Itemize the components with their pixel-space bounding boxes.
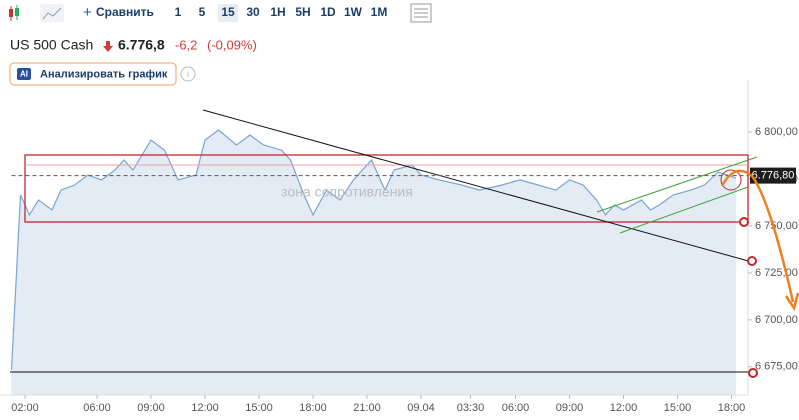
area-icon[interactable] [40, 4, 64, 22]
x-tick-label: 06:00 [502, 402, 530, 414]
candles-icon[interactable] [9, 5, 19, 21]
zone-label: зона сопротивления [281, 184, 413, 200]
x-tick-label: 02:00 [11, 402, 39, 414]
x-tick-label: 09.04 [407, 402, 435, 414]
y-tick-label: 6 675,00 [755, 361, 798, 373]
y-tick-label: 6 800,00 [755, 126, 798, 138]
change-pct: (-0,09%) [207, 37, 257, 52]
ai-button[interactable] [9, 62, 177, 86]
x-tick-label: 09:00 [556, 402, 584, 414]
highlight-circle [720, 169, 742, 191]
ai-label: Анализировать график [40, 68, 168, 80]
toolbar: + Сравнить 1 5 15 30 1H 5H 1D 1W 1M [9, 3, 432, 23]
x-tick-label: 09:00 [137, 402, 165, 414]
ai-badge: AI [20, 70, 28, 79]
channel-bottom [619, 186, 749, 234]
area-icon-line [42, 7, 62, 20]
interval-button[interactable]: 15 [221, 5, 235, 19]
anchor-point [739, 217, 749, 227]
area-fill [11, 130, 736, 395]
interval-button[interactable]: 5H [295, 5, 310, 19]
channel-top [596, 156, 758, 213]
plus-icon: + [83, 4, 92, 21]
y-tick-label: 6 700,00 [755, 314, 798, 326]
interval-button[interactable]: 30 [246, 5, 260, 19]
y-tick-label: 6 750,00 [755, 220, 798, 232]
x-tick-label: 03:30 [457, 402, 485, 414]
interval-button[interactable]: 1W [344, 5, 363, 19]
last-price-box [750, 167, 796, 184]
last-price-label: 6.776,80 [752, 170, 795, 182]
y-tick-label: 6 725,00 [755, 267, 798, 279]
info-icon[interactable] [180, 66, 196, 82]
interval-button[interactable]: 1 [175, 5, 182, 19]
anchor-point [748, 368, 758, 378]
x-tick-label: 12:00 [610, 402, 638, 414]
resistance-zone [24, 154, 749, 223]
x-tick-label: 18:00 [299, 402, 327, 414]
x-tick-label: 15:00 [664, 402, 692, 414]
interval-button[interactable]: 1M [371, 5, 388, 19]
interval-button[interactable]: 1D [320, 5, 336, 19]
ai-badge-bg [17, 68, 31, 80]
x-tick-label: 12:00 [191, 402, 219, 414]
chart: Investing.com6 800,006 775,006 750,006 7… [0, 80, 799, 414]
down-arrow [103, 41, 113, 52]
info-icon-glyph: i [187, 69, 189, 79]
interval-active-bg [218, 4, 238, 22]
symbol: US 500 Cash [10, 37, 93, 53]
x-tick-label: 18:00 [718, 402, 746, 414]
x-tick-label: 06:00 [83, 402, 111, 414]
forecast-arrowhead [784, 292, 799, 311]
forecast-arrow [720, 169, 795, 303]
x-tick-label: 21:00 [353, 402, 381, 414]
interval-button[interactable]: 1H [270, 5, 285, 19]
compare-button[interactable]: Сравнить [96, 5, 154, 19]
anchor-point [747, 256, 757, 266]
change: -6,2 [175, 37, 197, 52]
x-tick-label: 15:00 [245, 402, 273, 414]
interval-button[interactable]: 5 [199, 5, 206, 19]
price: 6.776,8 [118, 37, 165, 53]
trend-line [202, 109, 753, 263]
